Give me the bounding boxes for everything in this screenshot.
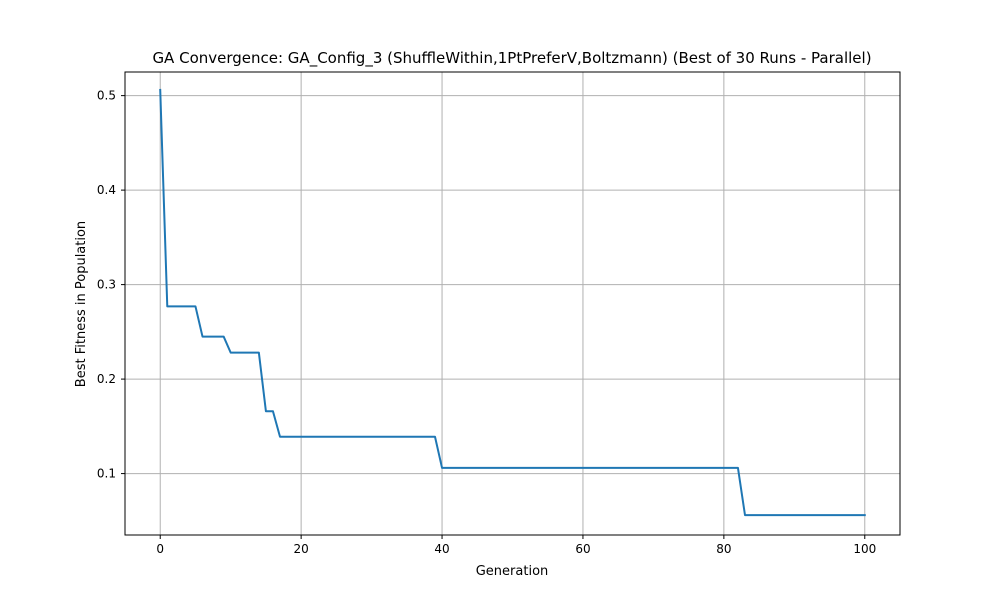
x-tick-label: 100: [853, 542, 876, 556]
y-tick-label: 0.3: [97, 278, 116, 292]
x-tick-label: 40: [434, 542, 449, 556]
plot-frame: [124, 71, 901, 536]
tick-layer: 0 20 40 60 80 100 0.1 0.2 0.3 0.4 0.5: [97, 89, 876, 556]
x-axis-label: Generation: [476, 564, 549, 579]
series-line-0: [159, 88, 866, 517]
grid-layer: [125, 72, 900, 535]
y-tick-label: 0.5: [97, 89, 116, 103]
y-tick-label: 0.1: [97, 467, 116, 481]
x-tick-label: 20: [293, 542, 308, 556]
y-tick-label: 0.2: [97, 372, 116, 386]
chart-title: GA Convergence: GA_Config_3 (ShuffleWith…: [152, 49, 871, 68]
y-tick-label: 0.4: [97, 183, 116, 197]
x-tick-label: 60: [575, 542, 590, 556]
x-tick-label: 0: [156, 542, 164, 556]
x-tick-label: 80: [716, 542, 731, 556]
y-axis-label: Best Fitness in Population: [74, 221, 89, 387]
series-layer: [159, 88, 866, 517]
